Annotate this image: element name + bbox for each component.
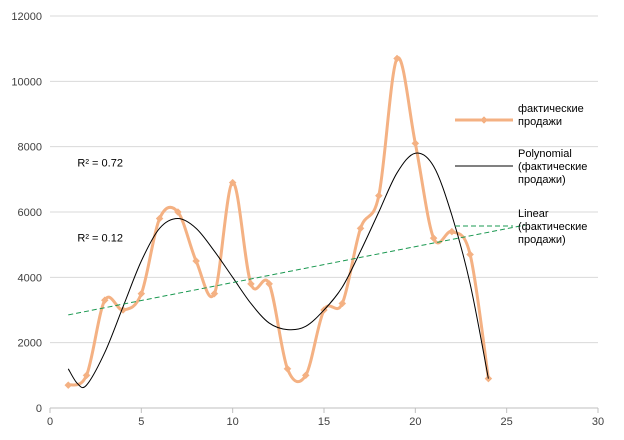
x-tick-label: 15 [318,416,330,428]
legend-marker [480,116,488,124]
sales-point [356,224,365,233]
sales-point [374,191,383,200]
axes: 0 2000 4000 6000 8000 10000 12000 0 5 10 15 20 25 30 [11,11,604,428]
sales-point [411,139,420,148]
sales-point [338,299,347,308]
legend-label: продажи) [518,174,566,186]
sales-point [137,289,146,298]
sales-point [301,371,310,380]
sales-point [155,214,164,223]
legend-label: Polynomial [518,148,572,160]
legend: фактическиепродажиPolynomial(фактические… [455,103,587,246]
x-tick-label: 25 [501,416,513,428]
x-tick-label: 30 [592,416,604,428]
polynomial-trendline [67,152,489,389]
series-0 [64,54,493,389]
y-tick-label: 6000 [18,207,42,219]
sales-point [265,280,274,288]
sales-point [283,364,292,373]
sales-point [192,257,200,265]
sales-line [66,56,490,387]
series [64,54,526,389]
x-tick-label: 5 [138,416,144,428]
sales-point [393,54,401,63]
x-tick-label: 0 [47,416,53,428]
legend-label: (фактические [518,161,587,173]
legend-label: продажи) [518,234,566,246]
grid [50,15,598,344]
y-tick-label: 4000 [18,272,42,284]
legend-label: Linear [518,208,549,220]
y-tick-label: 2000 [18,338,42,350]
sales-point [429,234,438,242]
sales-point [448,227,456,236]
sales-point [210,289,219,298]
sales-point [174,208,182,216]
series-1 [67,152,489,389]
linear-trendline [68,224,526,316]
x-tick-label: 20 [409,416,421,428]
series-2 [68,224,526,316]
sales-point [100,296,109,305]
annotations: R² = 0.72 R² = 0.12 [77,157,123,244]
legend-label: фактические [518,103,584,115]
sales-point [466,250,474,259]
y-tick-label: 12000 [11,11,42,23]
r-squared-label: R² = 0.12 [77,232,123,244]
legend-label: (фактические [518,221,587,233]
sales-point [247,280,255,288]
y-tick-label: 8000 [18,142,42,154]
sales-point [82,371,91,380]
sales-point [228,178,237,187]
sales-point [64,381,73,389]
r-squared-label: R² = 0.72 [77,157,123,169]
legend-label: продажи [518,116,562,128]
y-tick-label: 0 [36,403,42,415]
x-tick-label: 10 [227,416,239,428]
y-tick-label: 10000 [11,76,42,88]
